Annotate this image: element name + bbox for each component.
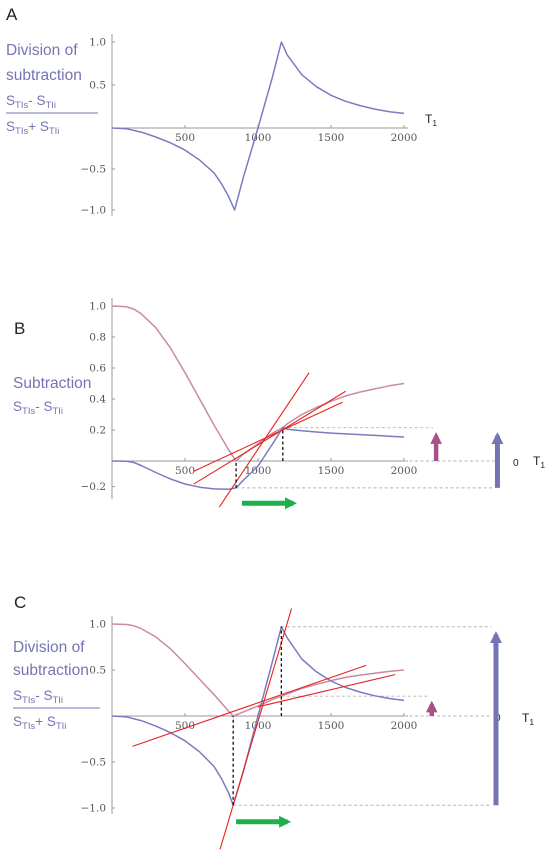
panel-letter: A [6, 5, 18, 24]
x-tick-label: 500 [175, 720, 195, 732]
y-tick-label: −1.0 [81, 803, 107, 815]
y-axis-label: subtraction [13, 662, 89, 679]
y-label-denominator: STIs+ STIi [6, 119, 59, 137]
tangent-line [257, 674, 396, 708]
y-tick-label: 0.4 [89, 394, 106, 406]
y-axis-label: Division of [6, 42, 78, 59]
x-tick-label: 1000 [245, 132, 272, 144]
series-line-2 [111, 426, 405, 490]
panel-b: B Subtraction STIs- STIi 500 1000 1500 2000 1.0… [13, 298, 545, 510]
y-tick-label: −0.5 [81, 164, 107, 176]
tangent-line [193, 390, 346, 485]
x-tick-label: 500 [175, 465, 195, 477]
y-label-numerator: STIs- STIi [13, 688, 63, 706]
y-axis-label: Subtraction [13, 375, 91, 392]
y-tick-label: 0.2 [89, 425, 106, 437]
x-axis-name: T1 [425, 112, 437, 128]
y-tick-label: 1.0 [89, 301, 106, 313]
y-tick-label: 0.5 [89, 80, 106, 92]
x-axis-name: T1 [522, 711, 534, 727]
y-tick-label: 0.8 [89, 332, 106, 344]
y-tick-label: 1.0 [89, 37, 106, 49]
series-line-2 [111, 626, 405, 806]
x-tick-label: 2000 [391, 720, 418, 732]
panel-a: A Division of subtraction STIs- STIi STIs+ S… [6, 5, 437, 217]
tangent-line [132, 664, 367, 747]
y-axis-label: Division of [13, 639, 85, 656]
x-tick-label: 1500 [318, 132, 345, 144]
y-label-numerator: STIs- STIi [6, 93, 56, 111]
x-tick-label: 2000 [391, 132, 418, 144]
y-tick-label: 0.6 [89, 363, 106, 375]
x-tick-label: 1000 [245, 720, 272, 732]
tangent-line [219, 608, 293, 850]
panel-letter: C [14, 593, 26, 612]
y-tick-label: −1.0 [81, 205, 107, 217]
series-line-1 [111, 623, 405, 717]
x-axis-name: T1 [533, 454, 545, 470]
y-tick-label: −0.2 [81, 481, 107, 493]
y-tick-label: −0.5 [81, 757, 107, 769]
x-tick-label: 1500 [318, 465, 345, 477]
y-label-denominator: STIs+ STIi [13, 714, 66, 732]
series-line-1 [111, 305, 405, 462]
x-tick-label: 1000 [245, 465, 272, 477]
y-tick-label: 1.0 [89, 619, 106, 631]
x-tick-label: 500 [175, 132, 195, 144]
x-tick-label: 1500 [318, 720, 345, 732]
zero-label: 0 [513, 458, 519, 469]
y-tick-label: 0.5 [89, 665, 106, 677]
series-line-1 [111, 41, 405, 211]
y-axis-label: subtraction [6, 67, 82, 84]
x-tick-label: 2000 [391, 465, 418, 477]
panel-c: C Division of subtraction STIs- STIi STIs+ S… [13, 593, 534, 850]
panel-letter: B [14, 319, 25, 338]
tangent-line [193, 401, 343, 472]
y-label-expression: STIs- STIi [13, 399, 63, 417]
tangent-line [218, 372, 310, 508]
